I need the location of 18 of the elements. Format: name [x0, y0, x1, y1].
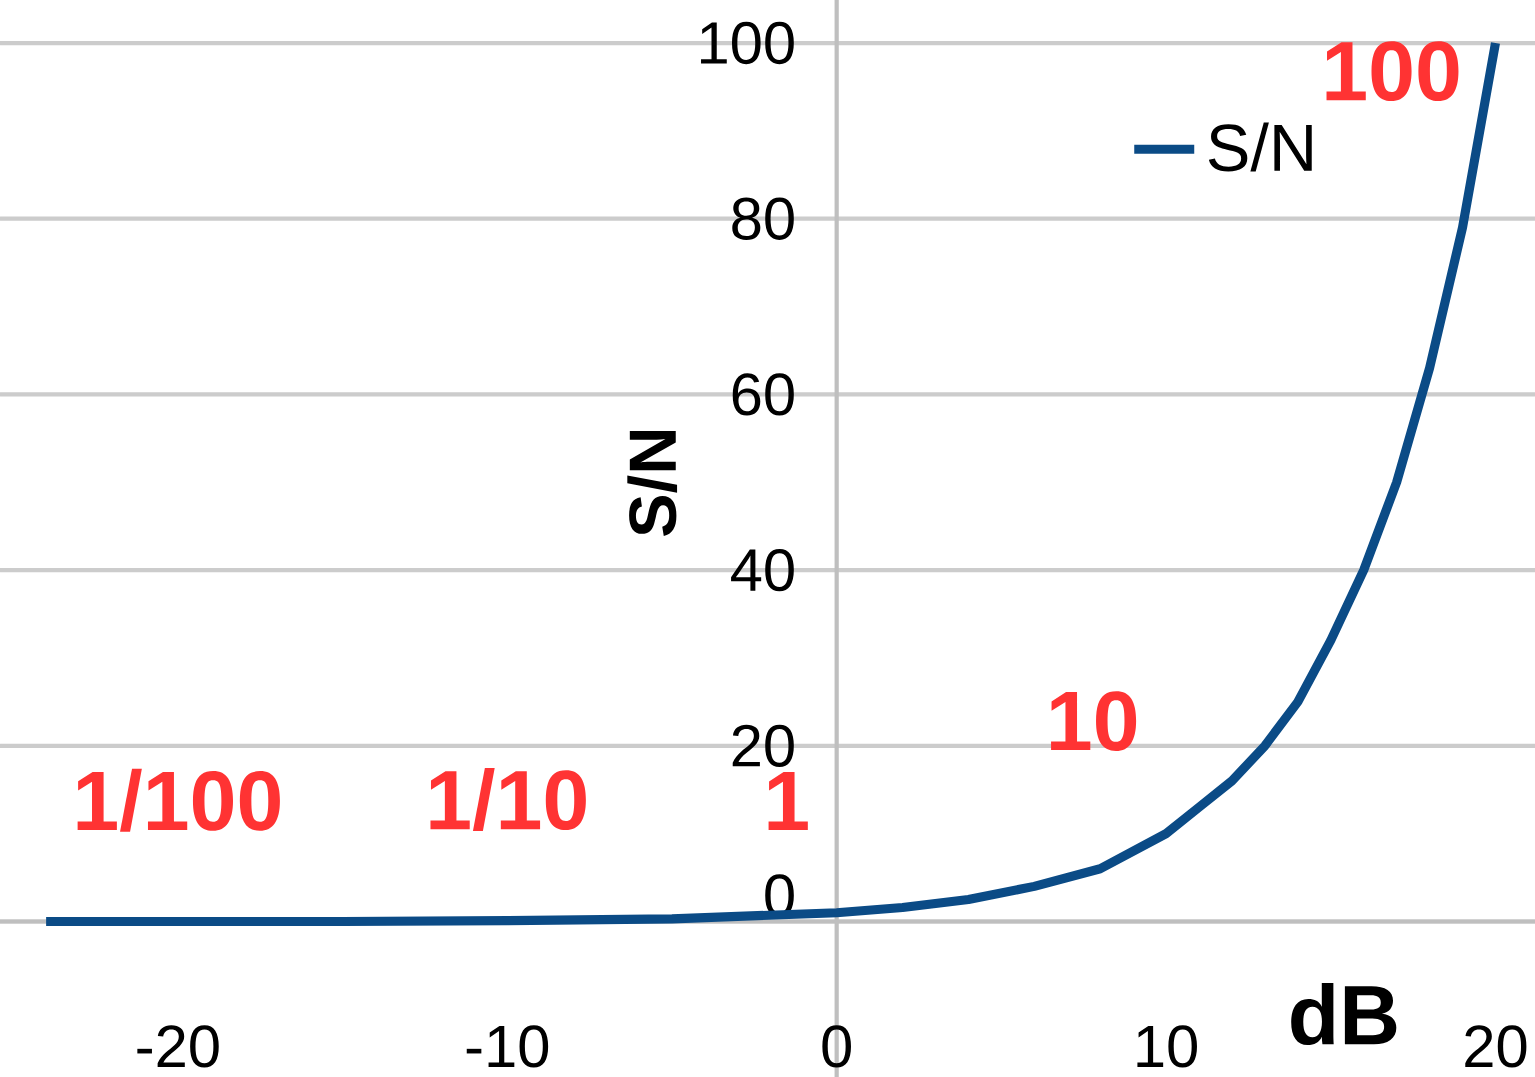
x-tick-label: -20 [137, 1025, 219, 1068]
x-tick-label: 20 [1465, 1025, 1527, 1068]
x-tick-label: -10 [466, 1025, 549, 1068]
x-axis-title: dB [1291, 983, 1397, 1046]
x-tick-label: 10 [1137, 1025, 1197, 1068]
annotation: 10 [1051, 691, 1137, 751]
y-tick-label: 40 [731, 548, 794, 592]
annotation: 100 [1326, 41, 1459, 102]
annotation: 1/100 [77, 768, 280, 832]
y-tick-label: 100 [701, 21, 794, 65]
y-tick-label: 60 [732, 373, 794, 416]
y-axis-title: S/N [627, 431, 678, 536]
annotation: 1 [768, 771, 808, 830]
y-tick-label: 80 [732, 197, 794, 240]
annotation: 1/10 [430, 768, 586, 831]
y-tick-label: 20 [732, 724, 794, 767]
x-tick-label: 0 [822, 1025, 851, 1068]
legend-label: S/N [1208, 122, 1312, 172]
